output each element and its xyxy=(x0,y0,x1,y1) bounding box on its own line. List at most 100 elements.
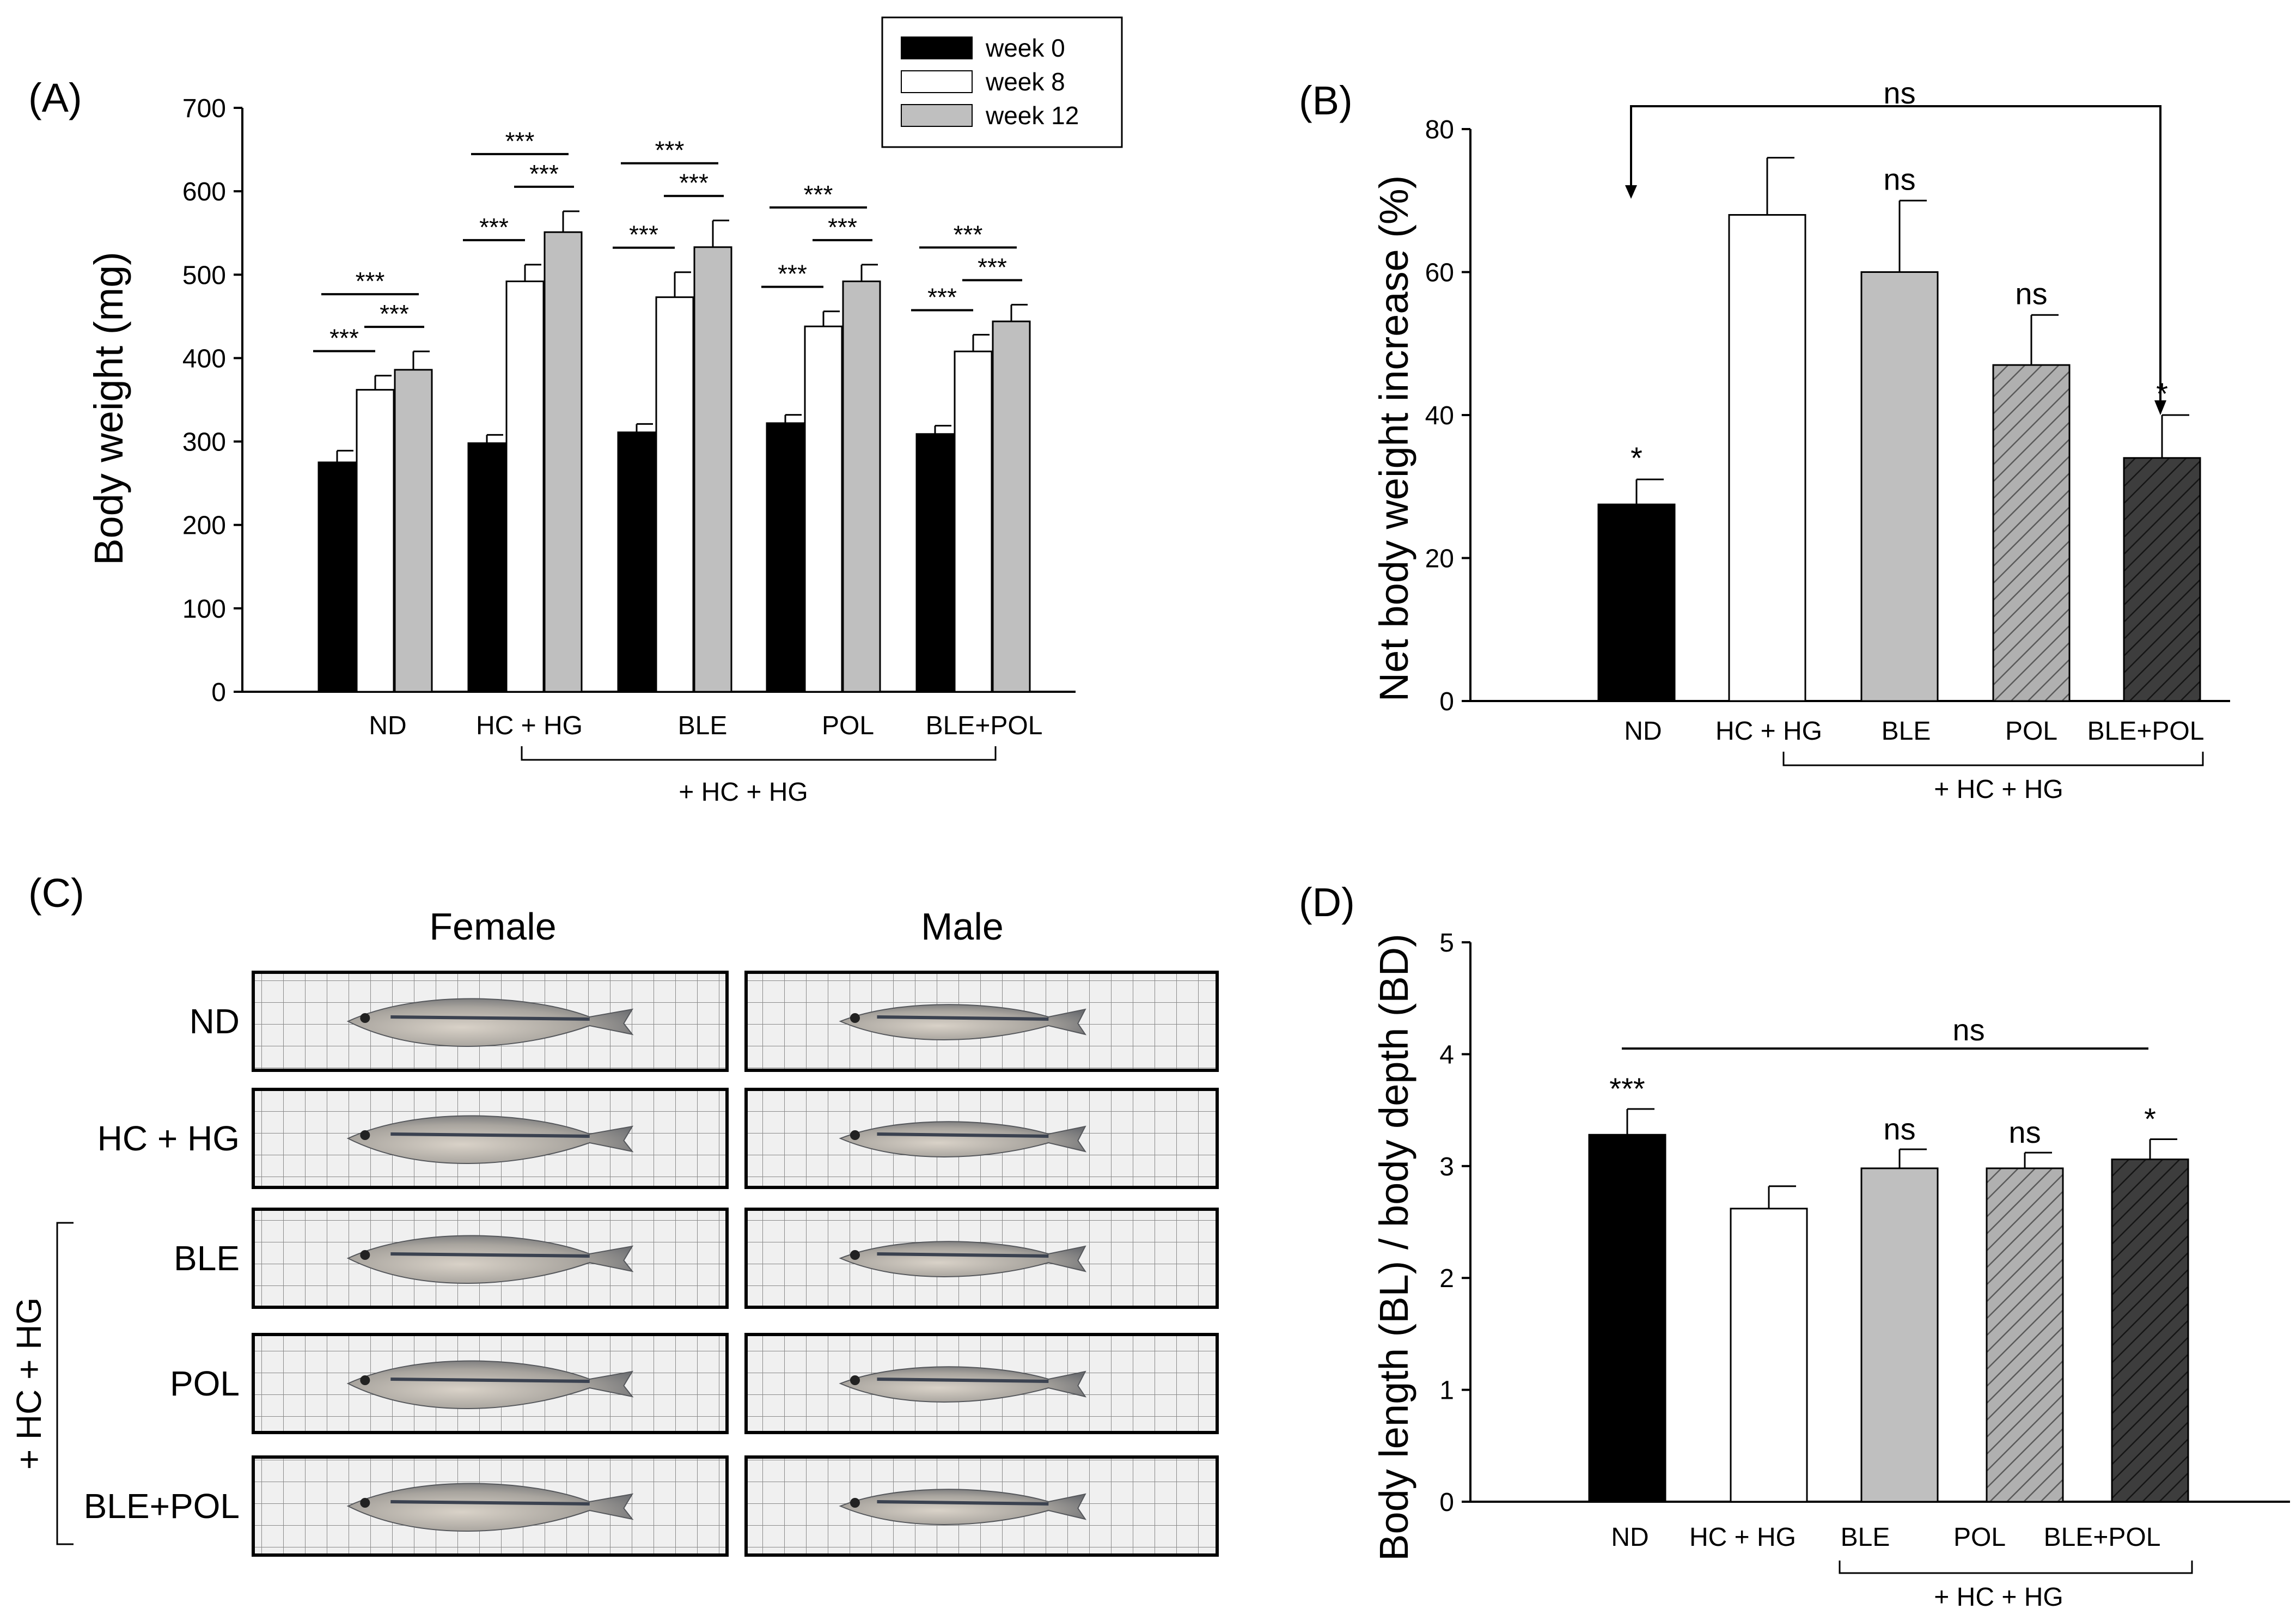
photo-row-label: POL xyxy=(170,1364,240,1403)
bar-week8-blepol xyxy=(954,350,993,693)
zebrafish-stripe xyxy=(877,1500,1049,1506)
female-photo-frame xyxy=(252,1333,729,1434)
bar-week8-nd xyxy=(356,389,395,693)
legend-label-week0: week 0 xyxy=(985,34,1065,62)
zebrafish-stripe xyxy=(390,1378,590,1383)
y-tick-label: 80 xyxy=(1425,115,1454,144)
photo-row-label: HC + HG xyxy=(97,1119,240,1158)
bar-blepol xyxy=(2111,1158,2189,1503)
significance-label: *** xyxy=(329,324,359,352)
category-label: ND xyxy=(369,711,406,740)
chart-d-ylabel: Body length (BL) / body depth (BD) xyxy=(1371,934,1416,1561)
zebrafish-image xyxy=(346,1360,634,1409)
bar-week0-ble xyxy=(617,431,656,693)
zebrafish-image xyxy=(346,1115,634,1164)
zebrafish-stripe xyxy=(877,1252,1049,1258)
zebrafish-eye xyxy=(850,1498,860,1508)
zebrafish-eye xyxy=(360,1013,370,1023)
significance-mark: *** xyxy=(1609,1071,1645,1106)
y-tick-label: 1 xyxy=(1439,1376,1454,1405)
zebrafish-image xyxy=(839,1121,1087,1157)
zebrafish-stripe xyxy=(390,1015,590,1021)
chart-b-ylabel: Net body weight increase (%) xyxy=(1371,175,1416,702)
significance-mark: ns xyxy=(1883,1112,1915,1146)
panel-b-label: (B) xyxy=(1299,78,1353,123)
photo-row-label: BLE+POL xyxy=(84,1486,240,1526)
bar-week12-blepol xyxy=(992,320,1031,693)
panel-c-label: (C) xyxy=(28,870,84,916)
bar-ble xyxy=(1860,1167,1939,1503)
category-label: ND xyxy=(1624,717,1662,746)
significance-label: *** xyxy=(356,267,385,295)
zebrafish-image xyxy=(346,1483,634,1532)
chart-d-ns-line: ns xyxy=(1622,1013,2148,1050)
zebrafish-eye xyxy=(360,1130,370,1140)
chart-d-line-label: ns xyxy=(1952,1013,1984,1047)
zebrafish-eye xyxy=(850,1375,860,1385)
zebrafish-eye xyxy=(360,1498,370,1508)
legend-label-week12: week 12 xyxy=(985,101,1079,130)
y-tick-label: 20 xyxy=(1425,545,1454,574)
y-tick-label: 300 xyxy=(182,428,226,457)
significance-mark: ns xyxy=(2008,1115,2041,1149)
significance-mark: * xyxy=(2144,1102,2156,1136)
bar-week0-hchg xyxy=(467,442,506,693)
column-header-male: Male xyxy=(921,905,1004,948)
bar-blepol xyxy=(2123,457,2201,702)
zebrafish-eye xyxy=(360,1250,370,1260)
significance-label: *** xyxy=(679,169,709,197)
significance-label: *** xyxy=(927,283,957,312)
bar-nd xyxy=(1597,503,1676,702)
category-label: ND xyxy=(1611,1523,1648,1552)
significance-label: *** xyxy=(778,260,807,288)
bar-week12-pol xyxy=(842,281,881,693)
y-tick-label: 5 xyxy=(1439,929,1454,958)
zebrafish-image xyxy=(346,1235,634,1284)
chart-a-legend: week 0 week 8 week 12 xyxy=(881,16,1123,148)
zebrafish-stripe xyxy=(390,1500,590,1506)
category-label: BLE+POL xyxy=(2044,1523,2161,1552)
zebrafish-stripe xyxy=(877,1378,1049,1383)
zebrafish-stripe xyxy=(390,1132,590,1138)
photo-row-label: ND xyxy=(190,1002,240,1041)
significance-label: *** xyxy=(529,160,559,188)
y-tick-label: 100 xyxy=(182,595,226,624)
chart-b-bracket-label: ns xyxy=(1883,76,1915,110)
bar-week8-ble xyxy=(655,296,694,693)
significance-label: *** xyxy=(978,253,1007,281)
zebrafish-image xyxy=(346,998,634,1047)
legend-swatch-week12 xyxy=(901,104,973,127)
photo-group-label: + HC + HG xyxy=(9,1297,48,1470)
y-tick-label: 60 xyxy=(1425,259,1454,288)
zebrafish-eye xyxy=(850,1013,860,1023)
bar-pol xyxy=(1986,1167,2064,1503)
category-label: BLE+POL xyxy=(2087,717,2205,746)
category-label: BLE xyxy=(1841,1523,1890,1552)
significance-label: *** xyxy=(655,136,685,164)
chart-d: Body length (BL) / body depth (BD) 0 1 2 3 4… xyxy=(1371,929,2290,1612)
y-tick-label: 2 xyxy=(1439,1264,1454,1293)
legend-label-week8: week 8 xyxy=(985,68,1065,96)
y-tick-label: 3 xyxy=(1439,1153,1454,1181)
photo-group-bracket: + HC + HG xyxy=(9,1222,74,1545)
bar-week12-hchg xyxy=(544,231,583,693)
significance-mark: ns xyxy=(1883,162,1915,196)
y-tick-label: 0 xyxy=(1439,687,1454,716)
zebrafish-stripe xyxy=(877,1015,1049,1021)
significance-label: *** xyxy=(804,180,833,209)
significance-label: *** xyxy=(505,127,535,155)
category-label: POL xyxy=(1953,1523,2006,1552)
zebrafish-image xyxy=(839,1004,1087,1040)
bar-hchg xyxy=(1728,214,1806,702)
zebrafish-image xyxy=(839,1366,1087,1403)
bar-week8-hchg xyxy=(505,281,545,693)
y-tick-label: 0 xyxy=(211,678,226,707)
chart-d-group-bracket: + HC + HG xyxy=(1839,1561,2193,1612)
bar-hchg xyxy=(1730,1208,1808,1503)
zebrafish-stripe xyxy=(390,1252,590,1258)
significance-mark: * xyxy=(1631,441,1642,475)
category-label: HC + HG xyxy=(476,711,583,740)
y-tick-label: 40 xyxy=(1425,401,1454,430)
legend-swatch-week0 xyxy=(901,36,973,59)
significance-mark: ns xyxy=(2015,276,2047,310)
